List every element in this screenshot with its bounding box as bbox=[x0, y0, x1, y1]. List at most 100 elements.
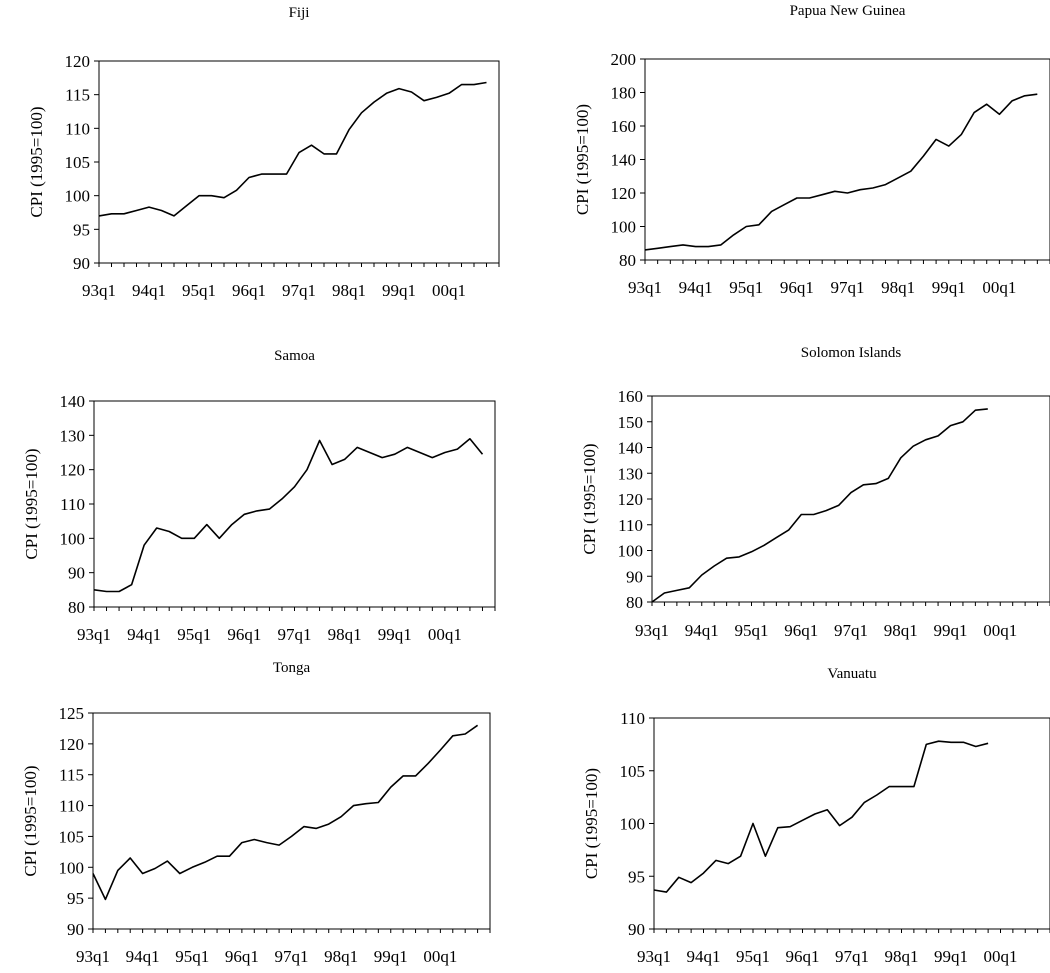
y-tick-label: 200 bbox=[611, 50, 637, 69]
x-tick-label: 94q1 bbox=[126, 947, 160, 966]
x-tick-label: 95q1 bbox=[177, 625, 211, 644]
x-tick-label: 96q1 bbox=[780, 278, 814, 297]
y-tick-label: 95 bbox=[628, 867, 645, 886]
y-axis-label: CPI (1995=100) bbox=[21, 765, 40, 876]
y-tick-label: 100 bbox=[60, 529, 86, 548]
x-tick-label: 00q1 bbox=[432, 281, 466, 300]
y-axis-label: CPI (1995=100) bbox=[580, 443, 599, 554]
y-axis-label: CPI (1995=100) bbox=[27, 106, 46, 217]
x-tick-label: 98q1 bbox=[885, 947, 919, 966]
chart-tonga: Tonga 90 95 100 105 110 115 120 125 93q1 94q1 95q1 9… bbox=[21, 660, 491, 966]
y-tick-label: 100 bbox=[618, 542, 644, 561]
plot-frame bbox=[653, 717, 1050, 930]
x-tick-label: 97q1 bbox=[278, 625, 312, 644]
y-tick-label: 95 bbox=[67, 889, 84, 908]
x-tick-label: 95q1 bbox=[182, 281, 216, 300]
y-axis-label: CPI (1995=100) bbox=[582, 768, 601, 879]
x-tick-label: 00q1 bbox=[984, 947, 1018, 966]
x-tick-label: 95q1 bbox=[729, 278, 763, 297]
x-tick-label: 98q1 bbox=[884, 621, 918, 640]
chart-solomon-islands: Solomon Islands 80 90 100 110 120 130 140 150 160… bbox=[580, 345, 1050, 640]
y-tick-label: 120 bbox=[59, 735, 85, 754]
y-tick-label: 160 bbox=[611, 117, 637, 136]
y-tick-label: 120 bbox=[618, 490, 644, 509]
x-tick-label: 96q1 bbox=[784, 621, 818, 640]
x-tick-label: 95q1 bbox=[175, 947, 209, 966]
y-tick-label: 125 bbox=[59, 704, 85, 723]
y-tick-label: 115 bbox=[65, 86, 90, 105]
y-tick-label: 115 bbox=[59, 766, 84, 785]
x-tick-label: 99q1 bbox=[374, 947, 408, 966]
y-tick-label: 90 bbox=[628, 920, 645, 939]
x-tick-label: 97q1 bbox=[282, 281, 316, 300]
y-tick-label: 90 bbox=[73, 254, 90, 273]
chart-fiji: Fiji 90 95 100 105 110 115 120 93q1 94q1 95q1 96q1 9… bbox=[27, 5, 500, 300]
x-tick-label: 93q1 bbox=[637, 947, 671, 966]
y-tick-label: 100 bbox=[65, 187, 91, 206]
chart-papua-new-guinea: Papua New Guinea 80 100 120 140 160 180 200 93q1… bbox=[573, 3, 1050, 297]
series-line bbox=[92, 724, 479, 901]
chart-title: Papua New Guinea bbox=[790, 3, 906, 19]
y-tick-label: 180 bbox=[611, 84, 637, 103]
chart-title: Vanuatu bbox=[827, 666, 877, 682]
x-tick-label: 93q1 bbox=[635, 621, 669, 640]
series-line bbox=[93, 437, 484, 593]
x-tick-label: 00q1 bbox=[423, 947, 457, 966]
x-tick-label: 00q1 bbox=[428, 625, 462, 644]
y-axis-label: CPI (1995=100) bbox=[573, 104, 592, 215]
y-tick-label: 90 bbox=[68, 564, 85, 583]
x-tick-label: 96q1 bbox=[232, 281, 266, 300]
x-tick-label: 94q1 bbox=[687, 947, 721, 966]
y-tick-label: 120 bbox=[60, 461, 86, 480]
x-tick-label: 97q1 bbox=[835, 947, 869, 966]
series-line bbox=[644, 93, 1038, 251]
x-tick-label: 95q1 bbox=[735, 621, 769, 640]
chart-vanuatu: Vanuatu 90 95 100 105 110 93q1 94q1 95q1 96q1 97q1… bbox=[582, 666, 1050, 966]
x-tick-label: 93q1 bbox=[628, 278, 662, 297]
x-tick-label: 96q1 bbox=[227, 625, 261, 644]
y-tick-label: 150 bbox=[618, 413, 644, 432]
y-tick-label: 140 bbox=[60, 392, 86, 411]
x-tick-label: 96q1 bbox=[225, 947, 259, 966]
x-tick-label: 98q1 bbox=[881, 278, 915, 297]
plot-frame bbox=[92, 712, 491, 930]
plot-frame bbox=[98, 60, 500, 264]
plot-frame bbox=[644, 58, 1050, 261]
y-tick-label: 140 bbox=[611, 151, 637, 170]
x-tick-label: 99q1 bbox=[382, 281, 416, 300]
y-axis-label: CPI (1995=100) bbox=[22, 448, 41, 559]
x-tick-label: 98q1 bbox=[324, 947, 358, 966]
chart-title: Solomon Islands bbox=[801, 345, 902, 361]
x-tick-label: 97q1 bbox=[831, 278, 865, 297]
x-tick-label: 99q1 bbox=[932, 278, 966, 297]
y-tick-label: 110 bbox=[620, 709, 645, 728]
series-line bbox=[98, 81, 487, 217]
chart-samoa: Samoa 80 90 100 110 120 130 140 93q1 94q1 95q1 96q1… bbox=[22, 348, 496, 644]
x-tick-label: 97q1 bbox=[834, 621, 868, 640]
x-tick-label: 97q1 bbox=[275, 947, 309, 966]
x-tick-label: 98q1 bbox=[328, 625, 362, 644]
y-tick-label: 80 bbox=[68, 598, 85, 617]
y-tick-label: 90 bbox=[67, 920, 84, 939]
y-tick-label: 130 bbox=[618, 464, 644, 483]
y-tick-label: 100 bbox=[59, 858, 85, 877]
series-line bbox=[653, 740, 989, 893]
plot-frame bbox=[651, 395, 1050, 603]
y-tick-label: 80 bbox=[619, 251, 636, 270]
y-tick-label: 120 bbox=[611, 184, 637, 203]
x-tick-label: 99q1 bbox=[378, 625, 412, 644]
y-tick-label: 105 bbox=[59, 827, 85, 846]
y-tick-label: 90 bbox=[626, 567, 643, 586]
y-tick-label: 130 bbox=[60, 426, 86, 445]
x-tick-label: 94q1 bbox=[127, 625, 161, 644]
y-tick-label: 110 bbox=[59, 797, 84, 816]
chart-title: Tonga bbox=[273, 660, 311, 676]
x-tick-label: 93q1 bbox=[82, 281, 116, 300]
chart-title: Fiji bbox=[289, 5, 310, 21]
y-tick-label: 105 bbox=[65, 153, 91, 172]
y-tick-label: 80 bbox=[626, 593, 643, 612]
y-tick-label: 110 bbox=[60, 495, 85, 514]
x-tick-label: 94q1 bbox=[679, 278, 713, 297]
y-tick-label: 120 bbox=[65, 52, 91, 71]
